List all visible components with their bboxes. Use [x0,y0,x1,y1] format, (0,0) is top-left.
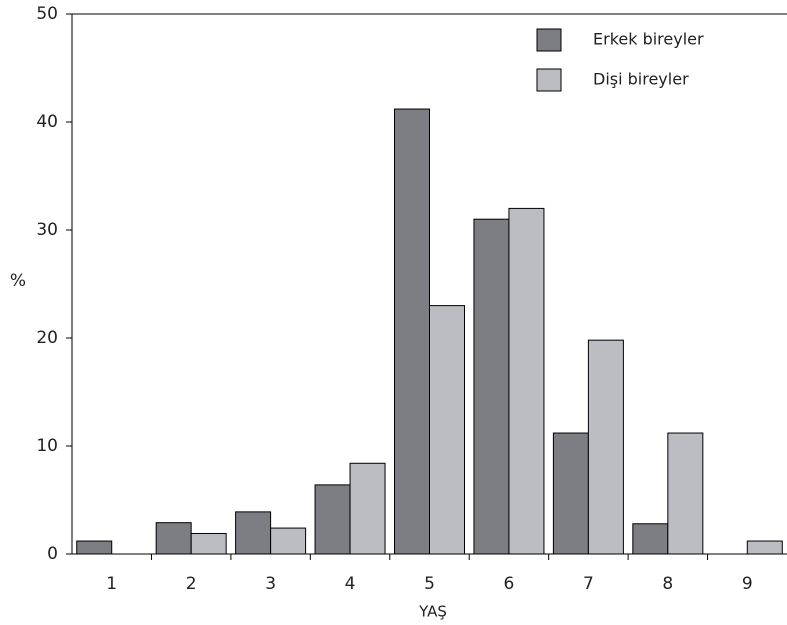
bar [190,532,227,555]
x-axis-label: YAŞ [418,603,447,621]
legend-swatch [536,68,562,92]
bar [270,527,307,555]
bar [155,522,192,555]
bar [632,523,669,555]
x-tick-label: 9 [742,574,753,594]
x-tick-label: 4 [345,574,356,594]
bar [473,218,510,555]
bar [587,339,624,555]
y-tick-label: 50 [36,4,58,24]
legend-label: Erkek bireyler [593,30,704,49]
legend-swatch [536,28,562,52]
x-tick-label: 8 [662,574,673,594]
y-tick-label: 40 [36,112,58,132]
bar [746,540,783,555]
x-tick-label: 5 [424,574,435,594]
y-tick-label: 10 [36,436,58,456]
y-tick-label: 0 [47,544,58,564]
bar [508,207,545,555]
bar [349,462,386,555]
bar [394,108,430,555]
bar [76,540,113,555]
y-axis-label: % [10,271,26,291]
bar [552,432,589,555]
y-tick-label: 30 [36,220,58,240]
bar [235,511,272,555]
legend-label: Dişi bireyler [593,70,689,89]
y-tick-label: 20 [36,328,58,348]
bar [667,432,704,555]
bar [429,305,465,555]
x-tick-label: 1 [106,574,117,594]
x-tick-label: 3 [265,574,276,594]
bar [314,484,351,555]
x-tick-label: 2 [186,574,197,594]
x-tick-label: 7 [583,574,594,594]
x-tick-label: 6 [504,574,515,594]
